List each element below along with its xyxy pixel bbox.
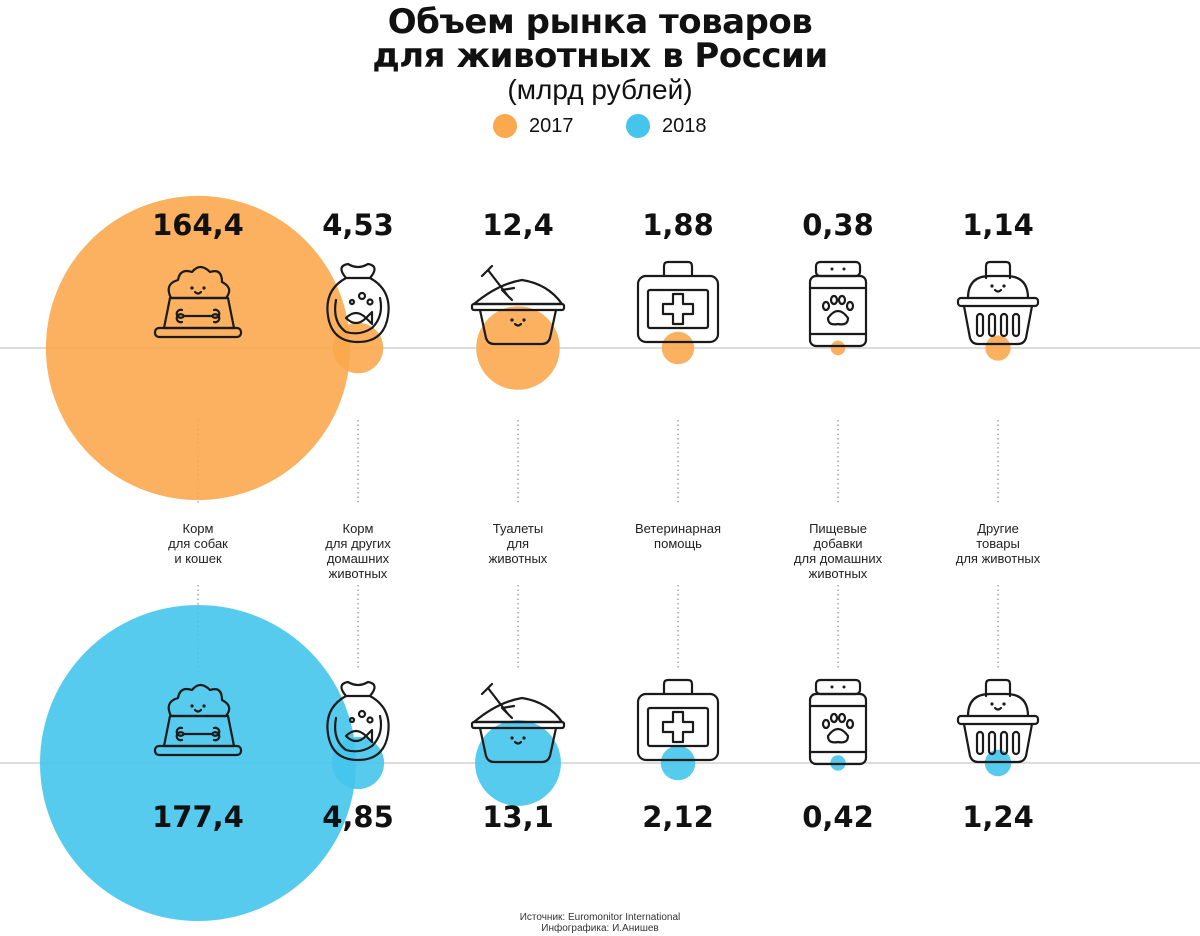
bubble-2017-0 (45, 195, 351, 501)
credit-note: Инфографика: И.Анишев (541, 923, 659, 934)
value-label-2017-1: 4,53 (322, 208, 394, 242)
chart-title-line1: Объем рынка товаров (387, 2, 813, 42)
bubble-2017-5 (985, 335, 1011, 361)
litter-box-icon (470, 682, 566, 764)
category-label-2: Туалеты для животных (488, 521, 548, 566)
value-label-2017-2: 12,4 (482, 208, 554, 242)
supplement-jar-icon (808, 678, 868, 766)
bubble-2018-3 (660, 745, 696, 781)
value-label-2018-5: 1,24 (962, 800, 1034, 834)
value-label-2017-0: 164,4 (152, 208, 244, 242)
dog-food-bowl-icon (153, 265, 243, 339)
fish-food-bag-icon (326, 262, 390, 344)
legend-item-2018: 2018 (626, 114, 707, 138)
value-label-2017-5: 1,14 (962, 208, 1034, 242)
fish-food-bag-icon (326, 680, 390, 762)
category-label-0: Корм для собак и кошек (168, 521, 228, 566)
category-label-4: Пищевые добавки для домашних животных (793, 521, 883, 581)
value-label-2018-0: 177,4 (152, 800, 244, 834)
value-label-2017-3: 1,88 (642, 208, 714, 242)
chart-subtitle: (млрд рублей) (507, 74, 693, 105)
pet-carrier-icon (956, 260, 1040, 346)
value-label-2017-4: 0,38 (802, 208, 874, 242)
supplement-jar-icon (808, 260, 868, 348)
first-aid-kit-icon (636, 678, 720, 762)
value-label-2018-4: 0,42 (802, 800, 874, 834)
category-label-5: Другие товары для животных (955, 521, 1041, 566)
chart-title-line2: для животных в России (372, 36, 828, 76)
legend-swatch-2018 (626, 114, 650, 138)
value-label-2018-2: 13,1 (482, 800, 554, 834)
category-label-3: Ветеринарная помощь (634, 521, 722, 551)
legend-item-2017: 2017 (493, 114, 574, 138)
bubble-2017-2 (476, 306, 560, 390)
legend-label-2018: 2018 (662, 114, 707, 137)
bubble-2017-4 (830, 340, 846, 356)
legend-swatch-2017 (493, 114, 517, 138)
value-label-2018-3: 2,12 (642, 800, 714, 834)
litter-box-icon (470, 264, 566, 346)
source-note: Источник: Euromonitor International (519, 912, 681, 923)
category-label-1: Корм для других домашних животных (325, 521, 391, 581)
first-aid-kit-icon (636, 260, 720, 344)
pet-carrier-icon (956, 678, 1040, 764)
legend-label-2017: 2017 (529, 114, 574, 137)
bubble-2017-1 (332, 322, 384, 374)
value-label-2018-1: 4,85 (322, 800, 394, 834)
dog-food-bowl-icon (153, 683, 243, 757)
bubble-2017-3 (661, 331, 695, 365)
bubble-2018-0 (40, 605, 356, 921)
